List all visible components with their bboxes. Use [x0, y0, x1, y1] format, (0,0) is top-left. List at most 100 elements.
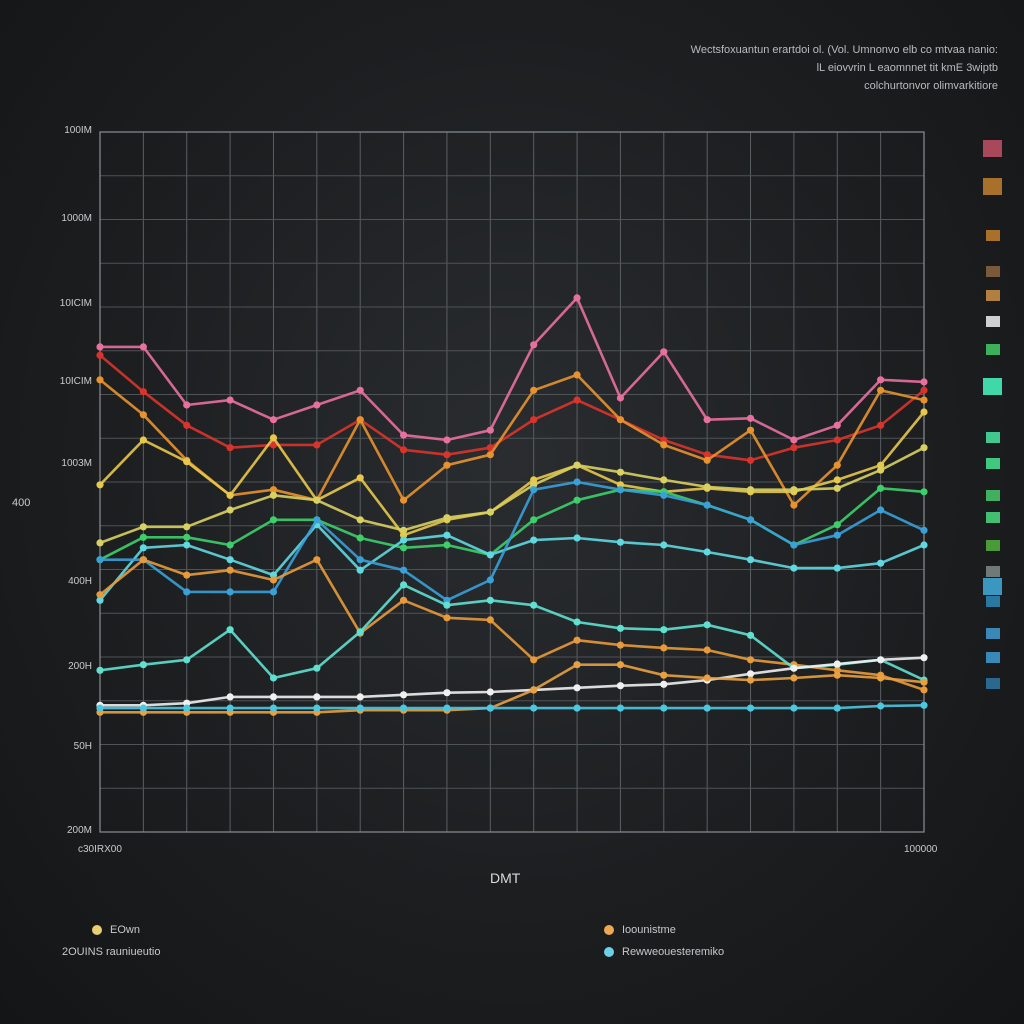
- data-point: [399, 581, 408, 589]
- legend-item-1: EOwn: [92, 924, 140, 936]
- data-point: [139, 411, 147, 419]
- data-point: [226, 626, 234, 634]
- data-point: [790, 436, 798, 444]
- data-point: [790, 664, 798, 672]
- data-point: [443, 451, 451, 459]
- data-point: [443, 601, 451, 609]
- data-point: [616, 394, 625, 402]
- data-point: [183, 571, 191, 579]
- data-point: [573, 461, 581, 469]
- data-point: [790, 704, 798, 712]
- data-point: [833, 521, 841, 529]
- series-2: [96, 351, 928, 464]
- legend-swatch: [986, 490, 1000, 501]
- data-point: [443, 461, 451, 469]
- legend-swatch: [986, 540, 1000, 551]
- legend-item-4: Rewweouesteremiko: [604, 946, 724, 958]
- data-point: [573, 396, 581, 404]
- data-point: [530, 416, 538, 424]
- data-point: [877, 421, 885, 429]
- y-tick-label: 1000M: [61, 213, 92, 224]
- data-point: [746, 516, 755, 524]
- y-tick-label: 10ICIM: [59, 376, 92, 387]
- data-point: [226, 396, 234, 404]
- data-point: [356, 534, 364, 542]
- series-9: [96, 556, 928, 694]
- data-point: [313, 556, 321, 564]
- series-line: [99, 583, 925, 682]
- data-point: [356, 474, 364, 482]
- data-point: [616, 682, 625, 690]
- data-point: [616, 704, 625, 712]
- data-point: [269, 416, 278, 424]
- x-tick-label-start: c30IRX00: [78, 844, 122, 855]
- data-point: [356, 566, 364, 574]
- data-point: [399, 496, 408, 504]
- data-point: [313, 401, 321, 409]
- data-point: [356, 416, 364, 424]
- series-8: [96, 478, 928, 604]
- data-point: [269, 588, 278, 596]
- data-point: [356, 556, 364, 564]
- subtitle-line-2: lL eiovvrin L eaomnnet tit kmE 3wiptb: [816, 62, 998, 74]
- data-point: [833, 660, 841, 668]
- data-point: [920, 408, 928, 416]
- y-tick-label: 200H: [68, 661, 92, 672]
- data-point: [920, 488, 928, 496]
- data-point: [443, 689, 451, 697]
- data-point: [833, 671, 841, 679]
- legend-dot-icon: [604, 925, 614, 935]
- data-point: [96, 666, 104, 674]
- data-point: [833, 704, 841, 712]
- data-point: [877, 559, 885, 567]
- data-point: [399, 704, 408, 712]
- data-point: [530, 486, 538, 494]
- data-point: [443, 704, 451, 712]
- data-point: [703, 483, 711, 491]
- data-point: [269, 441, 278, 449]
- data-point: [877, 466, 885, 474]
- data-point: [920, 654, 928, 662]
- series-line: [99, 354, 925, 462]
- data-point: [920, 444, 928, 452]
- data-point: [833, 436, 841, 444]
- data-point: [269, 576, 278, 584]
- data-point: [399, 691, 408, 699]
- data-point: [183, 588, 191, 596]
- series-line: [100, 704, 925, 710]
- data-point: [96, 591, 104, 599]
- data-point: [616, 641, 625, 649]
- data-point: [96, 556, 104, 564]
- data-point: [920, 541, 928, 549]
- data-point: [226, 541, 234, 549]
- data-point: [183, 704, 191, 712]
- data-point: [660, 491, 668, 499]
- data-point: [746, 631, 755, 639]
- series-3: [96, 371, 928, 509]
- data-point: [96, 343, 104, 351]
- data-point: [269, 434, 278, 442]
- data-point: [139, 388, 147, 396]
- series-13: [96, 701, 928, 712]
- legend-label: EOwn: [110, 924, 140, 936]
- data-point: [920, 701, 928, 709]
- legend-swatch: [986, 652, 1000, 663]
- data-point: [746, 414, 755, 422]
- data-point: [703, 704, 711, 712]
- data-point: [660, 626, 668, 634]
- data-point: [920, 396, 928, 404]
- data-point: [530, 686, 538, 694]
- data-point: [269, 491, 278, 499]
- data-point: [573, 294, 581, 302]
- data-point: [399, 544, 408, 552]
- data-point: [399, 596, 408, 604]
- series-group: [96, 294, 928, 716]
- data-point: [530, 536, 538, 544]
- data-point: [790, 501, 798, 509]
- data-point: [746, 426, 755, 434]
- data-point: [183, 541, 191, 549]
- data-point: [399, 446, 408, 454]
- data-point: [573, 371, 581, 379]
- legend-swatch: [986, 344, 1000, 355]
- data-point: [530, 341, 538, 349]
